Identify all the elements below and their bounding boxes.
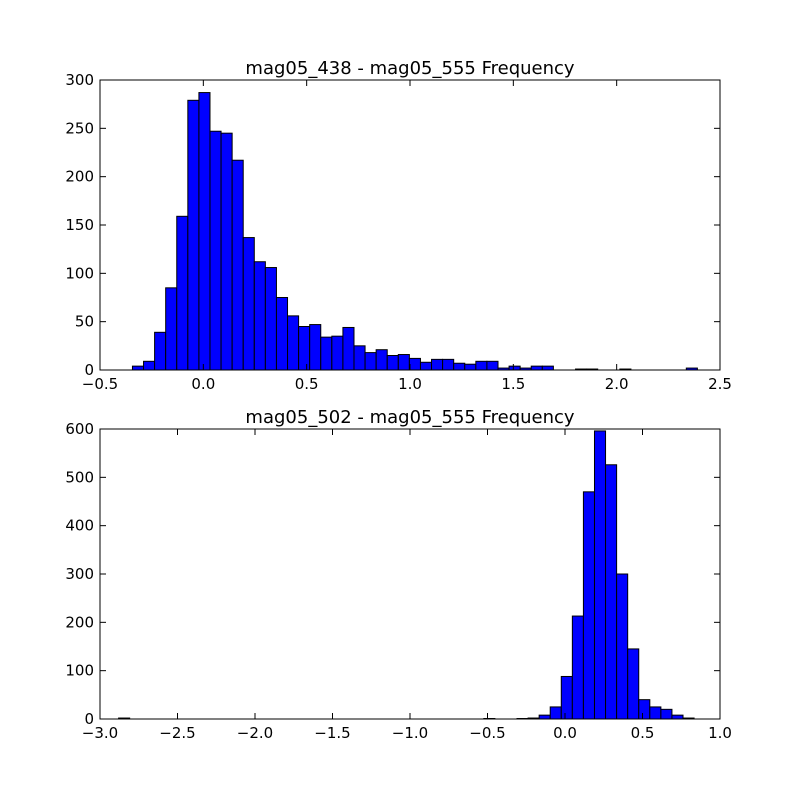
histogram-bar	[560, 675, 573, 720]
histogram-bar	[671, 714, 684, 720]
y-tick-label: 50	[75, 313, 94, 331]
histogram-bar	[165, 287, 178, 371]
histogram-2: −3.0 −2.5 −2.0 −1.5 −1.0 −0.5 0.0 0.5 1.0 0 100 200…	[65, 407, 732, 742]
x-tick-label: 0.5	[295, 375, 319, 393]
histogram-bar	[442, 358, 455, 371]
x-tick-label: 1.0	[398, 375, 422, 393]
histogram-bar	[242, 237, 255, 371]
histogram-bar	[638, 699, 651, 720]
histogram-bar	[298, 326, 311, 371]
y-tick-label: 200	[65, 168, 94, 186]
histogram-bar	[464, 363, 477, 371]
histogram-bar	[131, 365, 145, 371]
histogram-bar	[176, 215, 189, 371]
histogram-bar	[231, 159, 244, 371]
x-tick-label: −0.5	[469, 724, 505, 742]
chart-title: mag05_438 - mag05_555 Frequency	[245, 58, 574, 79]
histogram-bar	[364, 352, 377, 371]
histogram-bar	[549, 706, 562, 720]
histogram-bar	[154, 331, 167, 371]
histogram-bar	[660, 708, 673, 720]
histogram-bar	[571, 615, 584, 720]
x-tick-label: −2.5	[159, 724, 195, 742]
histogram-bar	[530, 365, 543, 371]
histogram-bar	[605, 464, 618, 720]
y-tick-label: 100	[65, 662, 94, 680]
histogram-bar	[508, 365, 521, 371]
x-tick-label: 1.0	[708, 724, 732, 742]
x-tick-label: 0.0	[553, 724, 577, 742]
x-tick-label: −3.0	[82, 724, 118, 742]
histogram-bar	[220, 132, 233, 371]
histogram-bar	[408, 357, 421, 371]
histogram-bar	[538, 714, 551, 720]
x-tick-label: −1.0	[392, 724, 428, 742]
y-tick-label: 600	[65, 420, 94, 438]
histogram-bar	[541, 365, 554, 371]
histogram-bar	[342, 326, 355, 371]
histogram-bar	[475, 360, 488, 371]
histogram-bar	[320, 336, 333, 371]
histogram-bar	[209, 130, 222, 371]
histogram-bar	[397, 354, 410, 371]
x-tick-label: 2.0	[605, 375, 629, 393]
histogram-bar	[375, 349, 388, 371]
histogram-bar	[582, 491, 595, 720]
histogram-bar	[187, 99, 200, 371]
chart-title: mag05_502 - mag05_555 Frequency	[245, 407, 574, 428]
histogram-bar	[198, 92, 211, 371]
histogram-bar	[431, 358, 444, 371]
y-tick-label: 0	[84, 710, 94, 728]
histogram-bar	[264, 267, 277, 371]
histogram-bar	[275, 297, 289, 371]
x-tick-label: −2.0	[237, 724, 273, 742]
histogram-bar	[453, 362, 466, 371]
y-tick-label: 400	[65, 517, 94, 535]
histogram-bar	[616, 573, 629, 720]
histogram-bar	[353, 345, 366, 371]
histogram-bar	[593, 430, 607, 720]
histogram-bar	[287, 315, 300, 371]
y-tick-label: 0	[84, 361, 94, 379]
histogram-bar	[486, 360, 499, 371]
histogram-bar	[386, 355, 399, 371]
y-tick-label: 300	[65, 71, 94, 89]
histogram-bar	[253, 261, 266, 371]
y-tick-label: 150	[65, 216, 94, 234]
x-tick-label: 0.5	[631, 724, 655, 742]
histogram-bar	[627, 648, 640, 720]
x-tick-label: 1.5	[501, 375, 525, 393]
histogram-bar	[419, 361, 433, 371]
y-tick-label: 300	[65, 565, 94, 583]
x-tick-label: −0.5	[82, 375, 118, 393]
histogram-bar	[649, 706, 662, 720]
histogram-bar	[309, 324, 322, 371]
x-tick-label: 2.5	[708, 375, 732, 393]
histogram-bar	[331, 335, 344, 371]
y-tick-label: 250	[65, 119, 94, 137]
y-tick-label: 500	[65, 468, 94, 486]
histogram-1: −0.5 0.0 0.5 1.0 1.5 2.0 2.5 0 50 100 150 200 250 300…	[65, 58, 732, 393]
x-tick-label: −1.5	[314, 724, 350, 742]
x-tick-label: 0.0	[191, 375, 215, 393]
y-tick-label: 200	[65, 613, 94, 631]
y-tick-label: 100	[65, 264, 94, 282]
histogram-bar	[143, 360, 156, 371]
